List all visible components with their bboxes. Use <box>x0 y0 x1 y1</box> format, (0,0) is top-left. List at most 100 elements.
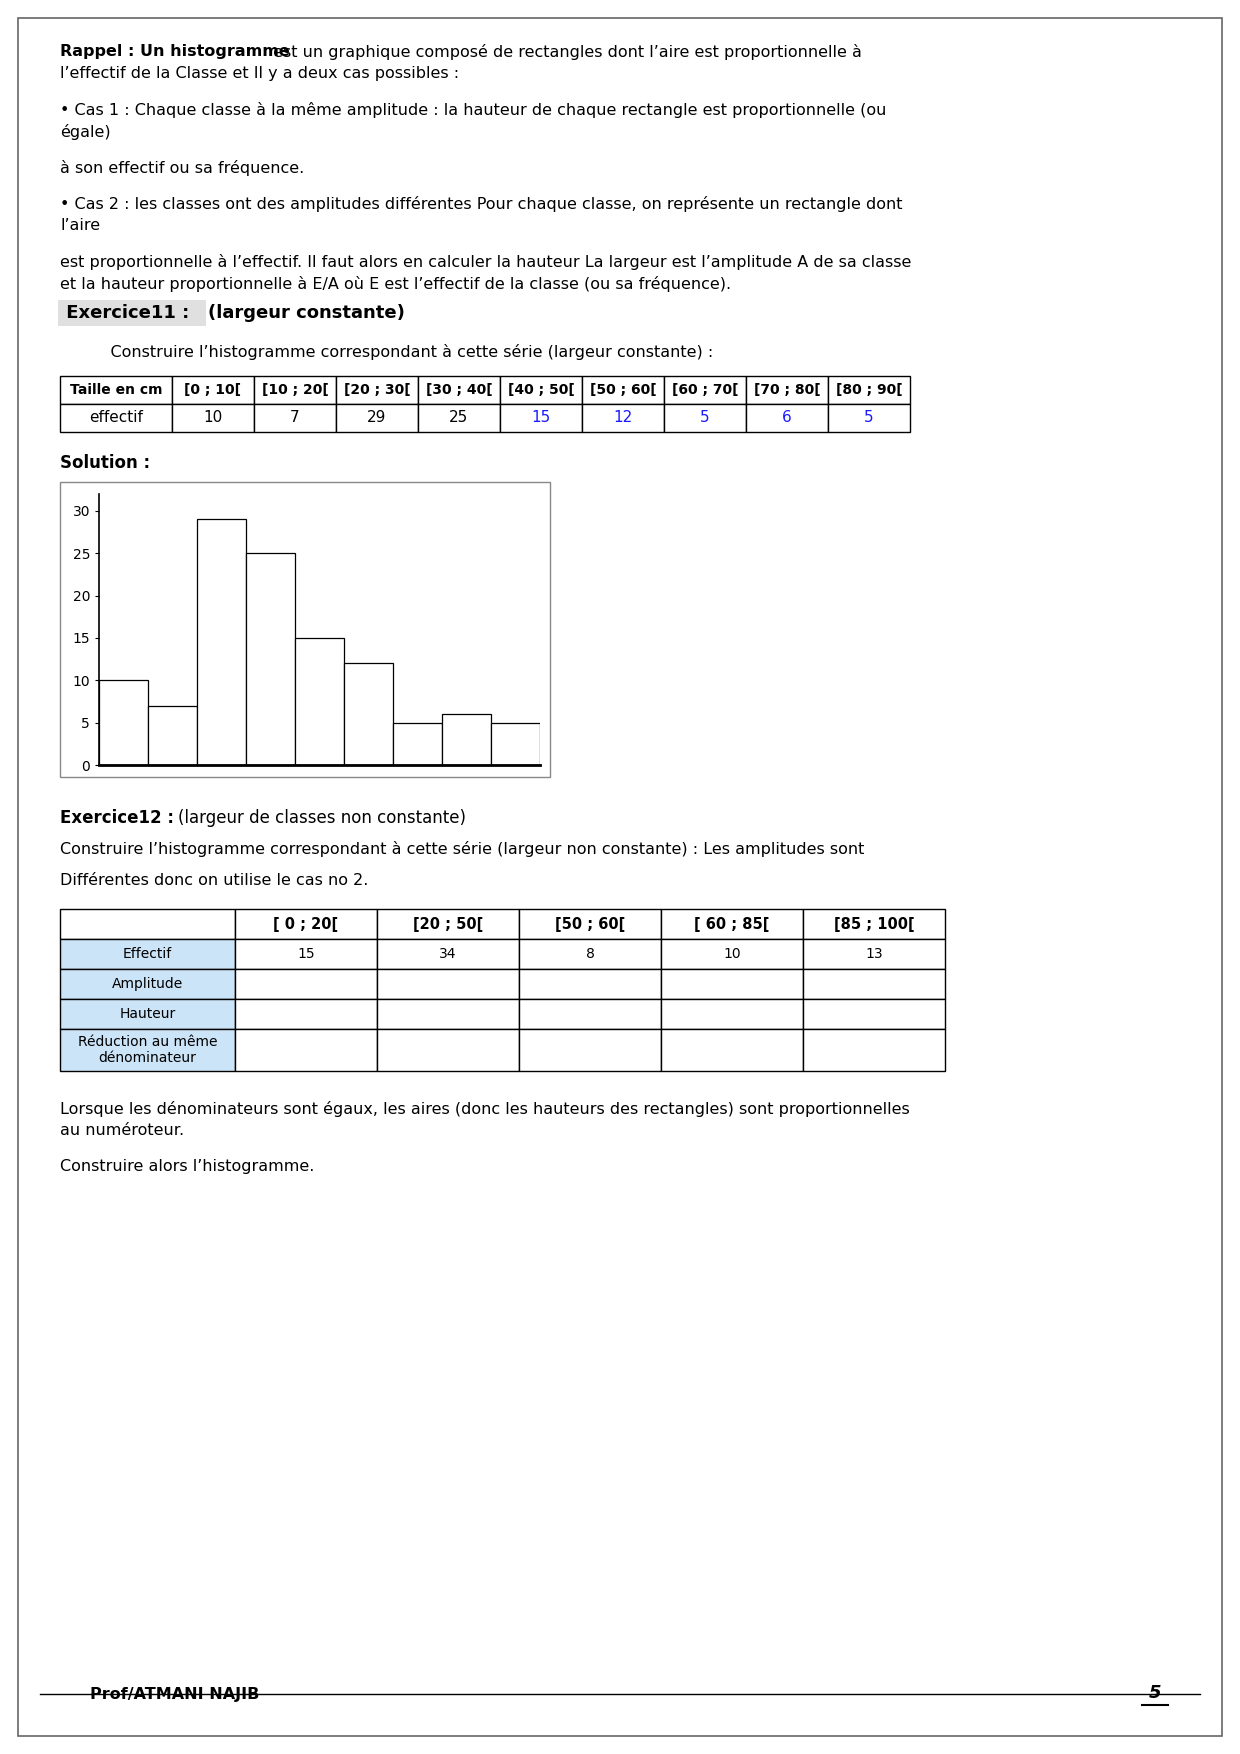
Bar <box>520 968 661 1000</box>
Bar <box>804 1030 945 1072</box>
Bar <box>393 723 443 765</box>
Text: l’aire: l’aire <box>60 217 100 233</box>
Text: 13: 13 <box>866 947 883 961</box>
Bar <box>663 375 746 403</box>
Text: 10: 10 <box>723 947 740 961</box>
Text: Prof/ATMANI NAJIB: Prof/ATMANI NAJIB <box>91 1687 259 1701</box>
Bar <box>520 1000 661 1030</box>
Text: Rappel : Un histogramme: Rappel : Un histogramme <box>60 44 290 60</box>
Bar <box>418 403 500 431</box>
Text: • Cas 2 : les classes ont des amplitudes différentes Pour chaque classe, on repr: • Cas 2 : les classes ont des amplitudes… <box>60 196 903 212</box>
Bar <box>804 1000 945 1030</box>
Text: [0 ; 10[: [0 ; 10[ <box>185 382 242 396</box>
Bar <box>377 1000 520 1030</box>
Bar <box>828 403 910 431</box>
Text: 34: 34 <box>439 947 456 961</box>
Bar <box>60 1000 236 1030</box>
Bar <box>60 909 236 938</box>
Bar <box>582 375 663 403</box>
Text: 15: 15 <box>298 947 315 961</box>
Text: [50 ; 60[: [50 ; 60[ <box>590 382 656 396</box>
Bar <box>172 375 254 403</box>
Bar <box>60 968 236 1000</box>
Bar <box>60 1030 236 1072</box>
Bar <box>582 403 663 431</box>
Bar <box>60 482 551 777</box>
Text: égale): égale) <box>60 125 110 140</box>
Text: 10: 10 <box>203 410 223 426</box>
Bar <box>377 909 520 938</box>
Bar <box>236 909 377 938</box>
Bar <box>804 938 945 968</box>
Bar <box>804 968 945 1000</box>
Text: 7: 7 <box>290 410 300 426</box>
Bar <box>661 1030 804 1072</box>
Text: (largeur de classes non constante): (largeur de classes non constante) <box>179 809 466 826</box>
Bar <box>661 938 804 968</box>
Bar <box>172 403 254 431</box>
Text: au numéroteur.: au numéroteur. <box>60 1123 184 1138</box>
Text: 5: 5 <box>701 410 709 426</box>
Text: est proportionnelle à l’effectif. Il faut alors en calculer la hauteur La largeu: est proportionnelle à l’effectif. Il fau… <box>60 254 911 270</box>
Text: 25: 25 <box>449 410 469 426</box>
Bar <box>828 375 910 403</box>
Text: Construire l’histogramme correspondant à cette série (largeur constante) :: Construire l’histogramme correspondant à… <box>91 344 713 360</box>
Bar <box>336 403 418 431</box>
Text: [20 ; 30[: [20 ; 30[ <box>343 382 410 396</box>
Bar <box>149 705 197 765</box>
Bar <box>804 909 945 938</box>
Text: à son effectif ou sa fréquence.: à son effectif ou sa fréquence. <box>60 160 304 175</box>
Text: [20 ; 50[: [20 ; 50[ <box>413 917 484 931</box>
Bar <box>197 519 247 765</box>
Text: 5: 5 <box>1148 1684 1161 1701</box>
Text: [30 ; 40[: [30 ; 40[ <box>425 382 492 396</box>
Text: et la hauteur proportionnelle à E/A où E est l’effectif de la classe (ou sa fréq: et la hauteur proportionnelle à E/A où E… <box>60 275 732 291</box>
Text: Exercice11 :: Exercice11 : <box>60 303 196 323</box>
Text: [70 ; 80[: [70 ; 80[ <box>754 382 821 396</box>
Bar <box>295 638 345 765</box>
Bar <box>520 938 661 968</box>
Bar <box>60 403 172 431</box>
Bar <box>254 375 336 403</box>
Text: 12: 12 <box>614 410 632 426</box>
Bar <box>99 681 149 765</box>
Text: Construire l’histogramme correspondant à cette série (largeur non constante) : L: Construire l’histogramme correspondant à… <box>60 840 864 858</box>
Bar <box>236 968 377 1000</box>
Bar <box>500 403 582 431</box>
Text: Exercice12 :: Exercice12 : <box>60 809 180 826</box>
Text: 29: 29 <box>367 410 387 426</box>
Bar <box>247 553 295 765</box>
Text: • Cas 1 : Chaque classe à la même amplitude : la hauteur de chaque rectangle est: • Cas 1 : Chaque classe à la même amplit… <box>60 102 887 118</box>
Bar <box>520 1030 661 1072</box>
Bar <box>236 1000 377 1030</box>
Text: Hauteur: Hauteur <box>119 1007 176 1021</box>
Text: est un graphique composé de rectangles dont l’aire est proportionnelle à: est un graphique composé de rectangles d… <box>268 44 862 60</box>
Bar <box>500 375 582 403</box>
Bar <box>377 938 520 968</box>
Bar <box>491 723 541 765</box>
Bar <box>746 375 828 403</box>
Text: Taille en cm: Taille en cm <box>69 382 162 396</box>
Text: 8: 8 <box>585 947 594 961</box>
Bar <box>520 909 661 938</box>
Bar <box>236 1030 377 1072</box>
Bar <box>345 663 393 765</box>
Bar <box>254 403 336 431</box>
Bar <box>746 403 828 431</box>
Bar <box>60 375 172 403</box>
Text: [ 60 ; 85[: [ 60 ; 85[ <box>694 917 770 931</box>
Bar <box>661 968 804 1000</box>
Text: Lorsque les dénominateurs sont égaux, les aires (donc les hauteurs des rectangle: Lorsque les dénominateurs sont égaux, le… <box>60 1102 910 1117</box>
Bar <box>236 938 377 968</box>
Text: [40 ; 50[: [40 ; 50[ <box>507 382 574 396</box>
Bar <box>661 1000 804 1030</box>
Text: (largeur constante): (largeur constante) <box>208 303 405 323</box>
Bar <box>663 403 746 431</box>
Text: l’effectif de la Classe et Il y a deux cas possibles :: l’effectif de la Classe et Il y a deux c… <box>60 67 459 81</box>
Text: 6: 6 <box>782 410 792 426</box>
Text: 5: 5 <box>864 410 874 426</box>
Bar <box>377 1030 520 1072</box>
Bar <box>60 938 236 968</box>
Text: effectif: effectif <box>89 410 143 426</box>
Text: Solution :: Solution : <box>60 454 150 472</box>
